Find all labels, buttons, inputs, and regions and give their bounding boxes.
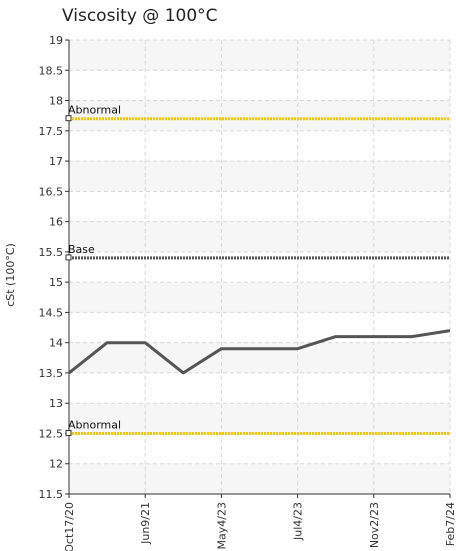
y-tick-label: 11.5 [39,488,64,501]
background-band [69,40,450,71]
y-tick-label: 17.5 [39,125,64,138]
background-band [69,221,450,252]
y-tick-label: 17 [49,155,63,168]
background-bands [69,40,450,494]
y-tick-label: 14.5 [39,306,64,319]
reference-marker [65,254,72,261]
x-tick-label: Jul4/23 [292,502,305,541]
y-tick-label: 15 [49,276,63,289]
background-band [69,282,450,313]
x-tick-label: Jun9/21 [139,502,152,545]
y-tick-label: 16.5 [39,185,64,198]
y-tick-label: 14 [49,337,63,350]
reference-marker [65,429,72,436]
y-tick-label: 18 [49,95,63,108]
x-tick-label: May4/23 [215,502,228,549]
background-band [69,100,450,131]
background-band [69,463,450,494]
y-tick-label: 19 [49,34,63,47]
background-band [69,161,450,192]
series-lines [68,329,451,375]
y-tick-label: 13 [49,397,63,410]
x-tick-label: Oct17/20 [63,502,76,551]
chart-title: Viscosity @ 100°C [62,6,218,26]
x-tick-label: Feb7/24 [444,502,456,546]
y-axis-label: cSt (100°C) [4,243,17,307]
y-tick-labels: 11.5 12 12.5 13 13.5 14 14.5 15 15.5 16 16.5 17 17.5… [39,34,64,501]
y-tick-label: 12.5 [39,427,64,440]
y-tick-label: 13.5 [39,367,64,380]
x-tick-labels: Oct17/20 Jun9/21 May4/23 Jul4/23 Nov2/23 Feb7… [63,502,456,551]
reference-label: Base [68,243,95,256]
reference-label: Abnormal [68,418,121,431]
reference-lines: Abnormal Base Abnormal [65,104,450,436]
y-tick-label: 12 [49,458,63,471]
reference-marker [65,115,72,122]
series-line [68,329,451,375]
y-tick-label: 15.5 [39,246,64,259]
background-band [69,403,450,434]
x-tick-label: Nov2/23 [368,502,381,548]
y-tick-label: 18.5 [39,64,64,77]
y-tick-label: 16 [49,216,63,229]
reference-label: Abnormal [68,104,121,117]
